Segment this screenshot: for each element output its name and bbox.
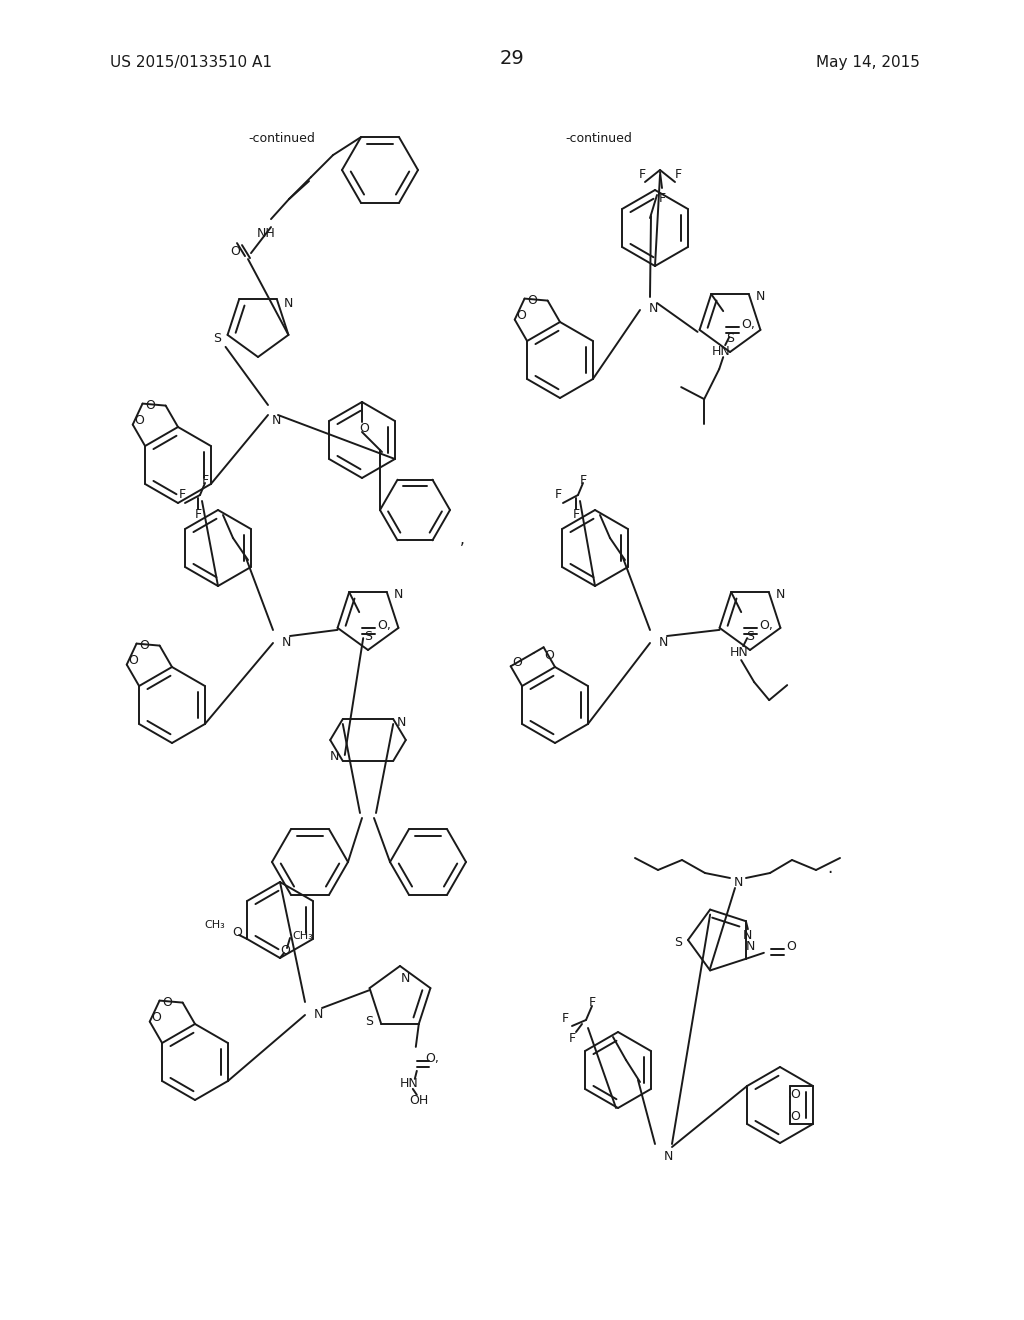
Text: S: S: [726, 331, 734, 345]
Text: O,: O,: [759, 619, 773, 631]
Text: N: N: [648, 302, 657, 315]
Text: S: S: [214, 333, 221, 346]
Text: N: N: [664, 1150, 673, 1163]
Text: O: O: [163, 997, 172, 1008]
Text: F: F: [589, 995, 596, 1008]
Text: F: F: [568, 1031, 575, 1044]
Text: N: N: [756, 289, 766, 302]
Text: N: N: [313, 1007, 323, 1020]
Text: May 14, 2015: May 14, 2015: [816, 54, 920, 70]
Text: O: O: [512, 656, 521, 669]
Text: O,: O,: [741, 318, 755, 330]
Text: S: S: [674, 936, 682, 949]
Text: O: O: [134, 414, 143, 428]
Text: O,: O,: [377, 619, 391, 631]
Text: N: N: [330, 751, 340, 763]
Text: O: O: [527, 294, 538, 308]
Text: HN: HN: [399, 1077, 418, 1090]
Text: F: F: [580, 474, 587, 487]
Text: O: O: [230, 244, 240, 257]
Text: F: F: [638, 169, 645, 181]
Text: F: F: [554, 488, 561, 502]
Text: O: O: [791, 1110, 800, 1122]
Text: O: O: [516, 309, 525, 322]
Text: N: N: [396, 717, 406, 730]
Text: O: O: [128, 655, 137, 667]
Text: O: O: [359, 422, 369, 436]
Text: F: F: [675, 169, 682, 181]
Text: N: N: [776, 587, 785, 601]
Text: CH₃: CH₃: [205, 920, 225, 931]
Text: N: N: [658, 635, 668, 648]
Text: OH: OH: [410, 1094, 428, 1107]
Text: O: O: [139, 639, 150, 652]
Text: O: O: [545, 648, 555, 661]
Text: ,: ,: [460, 532, 465, 548]
Text: N: N: [733, 875, 742, 888]
Text: N: N: [746, 940, 756, 953]
Text: HN: HN: [712, 345, 730, 358]
Text: N: N: [400, 972, 410, 985]
Text: N: N: [743, 929, 753, 941]
Text: O,: O,: [425, 1052, 438, 1065]
Text: HN: HN: [730, 645, 749, 659]
Text: O: O: [151, 1011, 161, 1024]
Text: O: O: [791, 1088, 800, 1101]
Text: 29: 29: [500, 49, 524, 67]
Text: F: F: [195, 508, 202, 521]
Text: NH: NH: [257, 227, 275, 240]
Text: O: O: [280, 944, 290, 957]
Text: S: S: [364, 630, 372, 643]
Text: -continued: -continued: [248, 132, 314, 144]
Text: US 2015/0133510 A1: US 2015/0133510 A1: [110, 54, 272, 70]
Text: O: O: [145, 399, 156, 412]
Text: S: S: [746, 630, 754, 643]
Text: O: O: [232, 927, 242, 940]
Text: N: N: [282, 635, 291, 648]
Text: F: F: [561, 1011, 568, 1024]
Text: F: F: [572, 508, 580, 521]
Text: N: N: [394, 587, 403, 601]
Text: CH₃: CH₃: [292, 931, 312, 941]
Text: N: N: [271, 414, 281, 428]
Text: O: O: [785, 940, 796, 953]
Text: F: F: [202, 474, 209, 487]
Text: F: F: [658, 191, 666, 205]
Text: S: S: [366, 1015, 373, 1028]
Text: .: .: [827, 859, 833, 876]
Text: N: N: [284, 297, 294, 310]
Text: -continued: -continued: [565, 132, 632, 144]
Text: F: F: [178, 488, 185, 502]
